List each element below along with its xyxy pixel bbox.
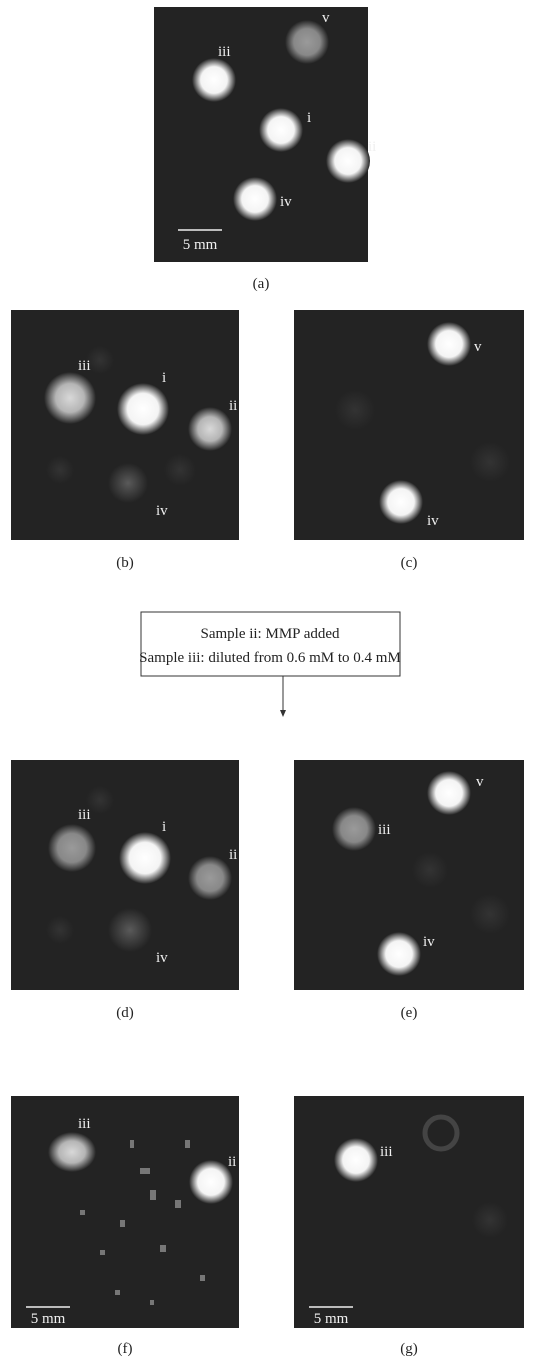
caption: (d) [116,1005,134,1021]
sample-spot [379,480,423,524]
sample-spot [188,856,232,900]
sample-label: v [474,339,482,355]
sample-label: iii [78,807,91,823]
sample-spot [377,932,421,976]
sample-spot [108,463,148,503]
faint-spot [335,390,375,430]
sample-label: v [476,774,484,790]
noise [164,454,196,486]
panel-g: iii 5 mm (g) [294,1096,524,1357]
faint-spot [470,894,510,934]
box [140,611,401,677]
sample-spot [188,407,232,451]
sample-label: i [162,819,166,835]
sample-label: iv [156,503,168,519]
sample-spot [285,20,329,64]
noise-specks [80,1140,205,1305]
noise [86,346,114,374]
panel-a: iii v i ii iv 5 mm (a) [154,7,376,292]
caption: (a) [253,276,270,292]
sample-spot [189,1160,233,1204]
sample-label: iii [78,1116,91,1132]
sample-label: ii [229,847,237,863]
ring [422,1114,460,1152]
caption: (e) [401,1005,418,1021]
sample-spot [427,322,471,366]
note-line: Sample iii: diluted from 0.6 mM to 0.4 m… [139,650,401,666]
sample-spot [48,824,96,872]
sample-spot [233,177,277,221]
sample-label: ii [368,139,376,155]
arrow-head [280,710,286,717]
sample-label: ii [228,1154,236,1170]
noise [46,916,74,944]
noise [46,456,74,484]
sample-label: v [322,10,330,26]
sample-spot [48,1132,96,1172]
note-box: Sample ii: MMP added Sample iii: diluted… [139,611,401,717]
caption: (b) [116,555,134,571]
sample-spot [334,1138,378,1182]
caption: (c) [401,555,418,571]
panel-f: iii ii 5 mm (f) [11,1096,239,1357]
sample-spot [326,139,370,183]
noise [86,786,114,814]
panel-c: v iv (c) [294,310,524,571]
scale-label: 5 mm [183,237,218,253]
sample-label: iv [156,950,168,966]
note-line: Sample ii: MMP added [200,626,340,642]
sample-label: iii [78,358,91,374]
panel-e: v iii iv (e) [294,760,524,1021]
caption: (f) [118,1341,133,1357]
sample-label: i [162,370,166,386]
sample-spot [117,383,169,435]
image [11,1096,239,1328]
caption: (g) [400,1341,418,1357]
sample-spot [108,908,152,952]
faint-spot [412,852,448,888]
sample-label: iii [378,822,391,838]
sample-label: iii [380,1144,393,1160]
sample-label: iv [280,194,292,210]
sample-spot [259,108,303,152]
sample-spot [332,807,376,851]
scale-label: 5 mm [314,1311,349,1327]
sample-label: iv [427,513,439,529]
sample-spot [192,58,236,102]
faint-spot [472,1202,508,1238]
faint-spot [470,442,510,482]
sample-label: iv [423,934,435,950]
sample-label: ii [229,398,237,414]
panel-b: iii i ii iv (b) [11,310,239,571]
scale-label: 5 mm [31,1311,66,1327]
panel-d: iii i ii iv (d) [11,760,239,1021]
sample-spot [44,372,96,424]
sample-spot [119,832,171,884]
sample-spot [427,771,471,815]
sample-label: iii [218,44,231,60]
sample-label: i [307,110,311,126]
